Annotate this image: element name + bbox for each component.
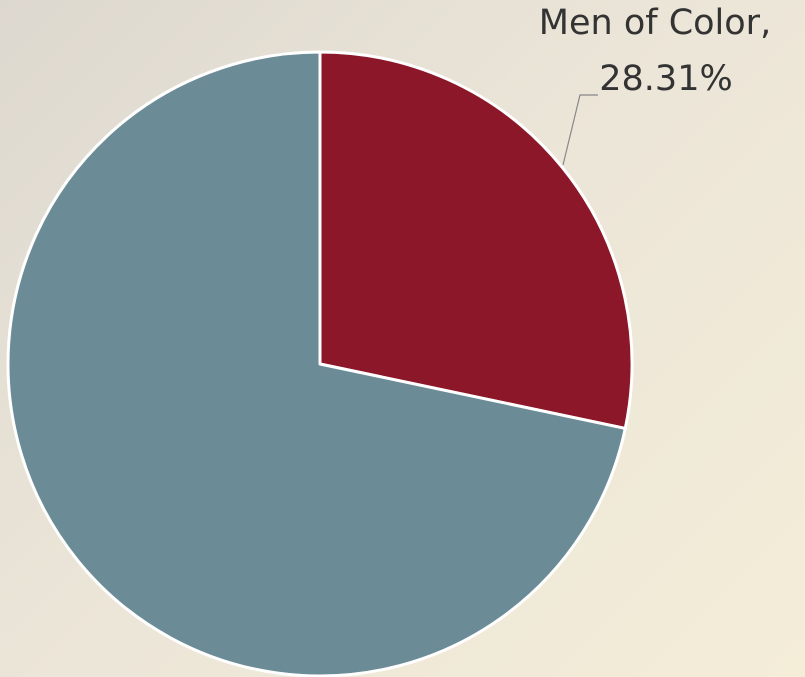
pie-slice xyxy=(318,50,634,430)
slice-label: Men of Color, xyxy=(539,3,771,43)
leader-line xyxy=(562,94,598,166)
slice-value-label: 28.31% xyxy=(599,59,732,99)
pie-slice xyxy=(6,50,627,677)
